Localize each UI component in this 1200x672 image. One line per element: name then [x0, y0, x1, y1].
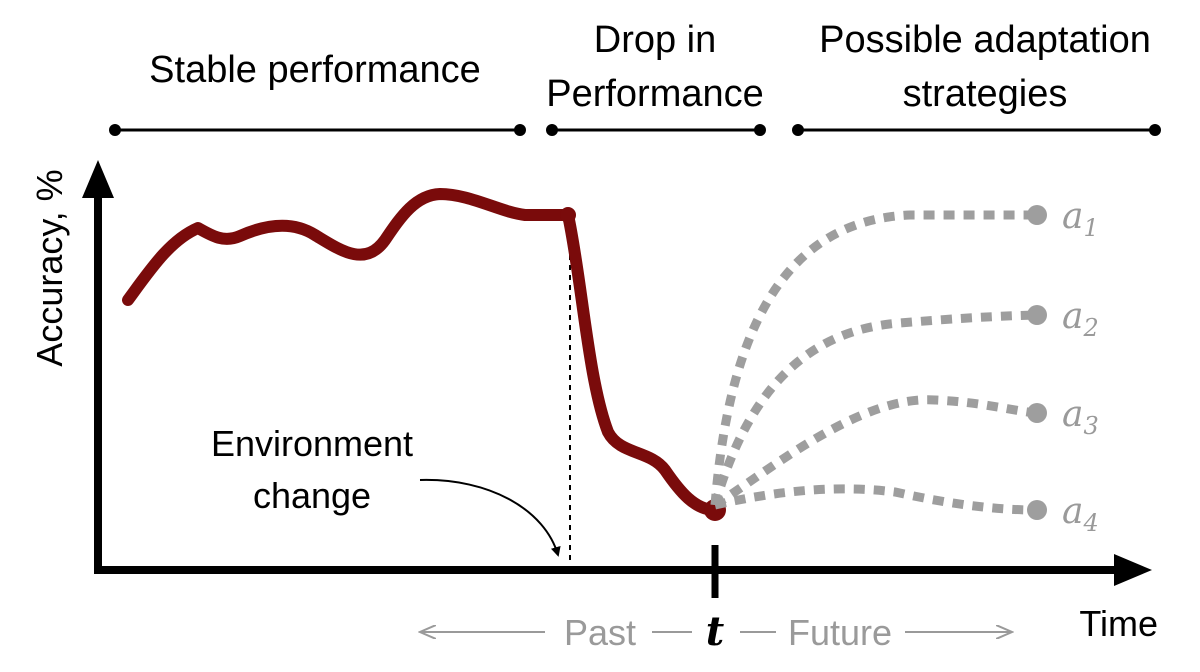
strategy-curve-a1 — [710, 210, 1035, 506]
y-axis — [82, 160, 114, 570]
strategy-curves — [710, 205, 1047, 520]
past-label: Past — [564, 612, 636, 653]
strategy-label-a3: a3 — [1062, 394, 1099, 440]
y-axis-label: Accuracy, % — [29, 169, 70, 366]
drop-start-point — [560, 207, 576, 223]
phase-label-adapt-line2: strategies — [903, 73, 1068, 115]
phase-span-drop — [546, 124, 766, 136]
annotation-line2: change — [253, 475, 371, 516]
strategy-label-a2: a2 — [1062, 296, 1099, 342]
phase-label-stable: Stable performance — [149, 49, 481, 91]
annotation-line1: Environment — [211, 423, 413, 464]
x-axis-label: Time — [1079, 603, 1158, 644]
time-t-label: t — [706, 608, 725, 655]
phase-span-adapt — [792, 124, 1161, 136]
strategy-label-a1: a1 — [1062, 196, 1099, 242]
phase-label-drop-line2: Performance — [546, 73, 764, 115]
strategy-label-a4: a4 — [1062, 491, 1099, 537]
strategy-curve-a4 — [713, 484, 1036, 515]
strategy-endpoint-a4 — [1027, 500, 1047, 520]
strategy-curve-a3 — [712, 395, 1036, 509]
phase-label-drop-line1: Drop in — [594, 19, 717, 61]
strategy-endpoint-a1 — [1027, 205, 1047, 225]
strategy-endpoint-a3 — [1027, 403, 1047, 423]
annotation-arrow — [419, 478, 561, 557]
phase-span-stable — [109, 124, 526, 136]
strategy-curve-a2 — [710, 310, 1036, 507]
strategy-endpoint-a2 — [1027, 305, 1047, 325]
x-axis — [94, 554, 1152, 586]
phase-label-adapt-line1: Possible adaptation — [819, 19, 1151, 61]
future-label: Future — [788, 612, 892, 653]
accuracy-curve — [122, 188, 721, 516]
